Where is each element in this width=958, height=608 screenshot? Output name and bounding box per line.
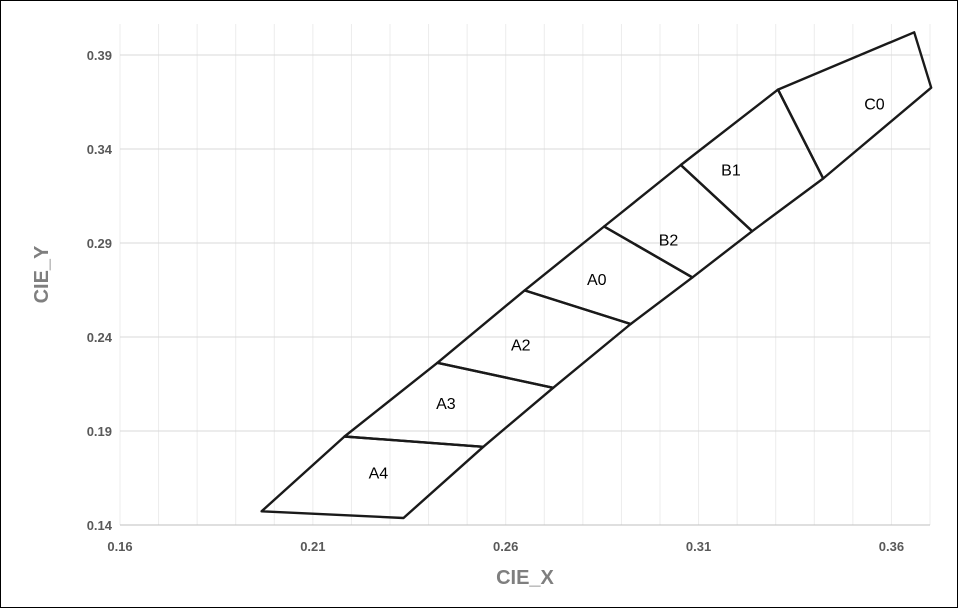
y-axis-title: CIE_Y: [31, 245, 53, 303]
bin-label-a2: A2: [511, 338, 531, 355]
bin-label-c0: C0: [864, 96, 885, 113]
y-tick-label: 0.34: [87, 142, 113, 157]
bin-label-b1: B1: [721, 162, 741, 179]
bin-label-a0: A0: [587, 272, 607, 289]
y-tick-label: 0.14: [87, 518, 113, 533]
bin-label-b2: B2: [659, 233, 679, 250]
grid: [119, 24, 931, 525]
x-tick-label: 0.26: [493, 539, 518, 554]
x-tick-label: 0.31: [686, 539, 711, 554]
x-axis-title: CIE_X: [496, 567, 554, 589]
y-tick-label: 0.39: [87, 48, 112, 63]
x-tick-label: 0.21: [300, 539, 325, 554]
y-tick-label: 0.19: [87, 424, 112, 439]
bin-region-b1: [679, 88, 825, 233]
bin-label-a4: A4: [369, 465, 389, 482]
x-tick-label: 0.16: [107, 539, 132, 554]
y-tick-label: 0.29: [87, 236, 112, 251]
y-tick-labels: 0.14 0.19 0.24 0.29 0.34 0.39: [87, 48, 113, 533]
bin-region-b2: [602, 163, 754, 279]
bin-region-c0: [776, 31, 933, 180]
y-tick-label: 0.24: [87, 330, 113, 345]
bin-regions: A4 A3 A2 A0 B2 B1 C0: [260, 31, 933, 520]
bin-region-a2: [436, 289, 632, 389]
x-tick-label: 0.36: [879, 539, 904, 554]
bin-label-a3: A3: [436, 396, 456, 413]
x-tick-labels: 0.16 0.21 0.26 0.31 0.36: [107, 539, 904, 554]
